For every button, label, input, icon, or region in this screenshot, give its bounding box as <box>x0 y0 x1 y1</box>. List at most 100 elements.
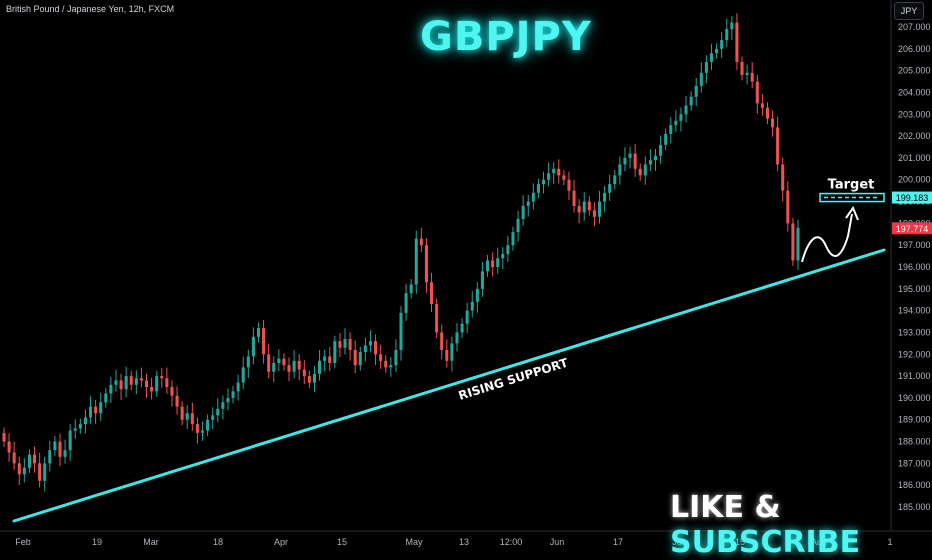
candle-body <box>618 164 622 176</box>
candle-body <box>267 354 271 372</box>
candle-body <box>638 168 642 176</box>
candle-body <box>150 387 154 392</box>
candle-body <box>88 406 93 418</box>
candle-body <box>796 227 800 261</box>
y-tick-label: 204.000 <box>898 87 931 97</box>
target-box <box>819 192 885 203</box>
candle-body <box>669 125 673 134</box>
candle-body <box>180 406 184 420</box>
candle-body <box>58 441 62 457</box>
candle-body <box>781 164 785 191</box>
x-tick-label: Jun <box>550 537 565 547</box>
candle-body <box>170 387 174 396</box>
currency-badge[interactable]: JPY <box>894 2 924 20</box>
candle-body <box>440 332 444 350</box>
candle-body <box>496 258 500 267</box>
y-tick-label: 195.000 <box>898 284 931 294</box>
candle-body <box>689 96 693 106</box>
candle-body <box>582 201 586 213</box>
candle-body <box>185 413 189 420</box>
candle-body <box>735 22 739 62</box>
candle-body <box>709 53 714 62</box>
y-tick-label: 185.000 <box>898 502 931 512</box>
candle-body <box>246 356 250 368</box>
candle-body <box>17 463 21 475</box>
candle-body <box>195 424 199 433</box>
projection-arrowhead <box>845 205 859 221</box>
target-label: Target <box>828 178 875 193</box>
y-tick-label: 191.000 <box>898 371 931 381</box>
candle-body <box>114 380 118 385</box>
x-tick-label: 15 <box>735 537 745 547</box>
candle-body <box>679 114 683 121</box>
candle-body <box>755 81 759 104</box>
candle-body <box>485 260 490 272</box>
candle-body <box>7 441 11 453</box>
candle-body <box>109 384 113 394</box>
candle-body <box>404 293 408 313</box>
candle-body <box>307 376 311 383</box>
candle-body <box>409 284 413 294</box>
candle-body <box>597 201 602 217</box>
candle-body <box>460 323 464 333</box>
candle-body <box>389 365 393 368</box>
candle-body <box>124 376 128 390</box>
candle-body <box>536 184 540 193</box>
candle-body <box>791 223 795 261</box>
candle-body <box>206 419 210 431</box>
y-tick-label: 194.000 <box>898 306 931 316</box>
candle-body <box>12 452 16 464</box>
candle-body <box>328 356 332 363</box>
candle-body <box>699 72 703 86</box>
candle-body <box>623 157 627 165</box>
candle-body <box>715 48 719 54</box>
candle-body <box>104 393 108 403</box>
candle-body <box>33 454 37 464</box>
candle-body <box>740 61 744 75</box>
candle-body <box>78 424 82 429</box>
candle-body <box>333 341 337 363</box>
candle-body <box>430 282 434 305</box>
x-tick-label: 19 <box>92 537 102 547</box>
candle-body <box>302 369 306 377</box>
candle-body <box>134 378 138 385</box>
candle-body <box>323 356 327 361</box>
candle-body <box>511 232 515 246</box>
candle-body <box>338 341 342 348</box>
candle-body <box>368 341 372 346</box>
candle-body <box>608 184 612 193</box>
x-tick-label: 13 <box>459 537 469 547</box>
y-tick-label: 188.000 <box>898 437 931 447</box>
x-tick-label: Aug <box>811 537 827 547</box>
candle-body <box>771 118 775 128</box>
y-tick-label: 190.000 <box>898 393 931 403</box>
candle-body <box>628 153 632 158</box>
candle-body <box>674 120 678 126</box>
x-tick-label: 15 <box>337 537 347 547</box>
candle-body <box>160 376 164 379</box>
candle-body <box>53 441 57 451</box>
y-tick-label: 192.000 <box>898 349 931 359</box>
candle-body <box>725 29 729 41</box>
x-tick-label: Feb <box>15 537 31 547</box>
candle-body <box>414 238 418 285</box>
y-tick-label: 196.000 <box>898 262 931 272</box>
candle-body <box>491 260 495 267</box>
candle-body <box>312 373 317 383</box>
target-price-text: 199.183 <box>896 193 929 203</box>
candle-body <box>786 190 790 224</box>
candle-body <box>526 201 530 206</box>
y-tick-label: 201.000 <box>898 153 931 163</box>
candle-body <box>501 253 505 259</box>
candle-body <box>475 288 479 302</box>
candle-body <box>175 395 179 407</box>
candle-body <box>165 378 169 387</box>
candle-body <box>684 105 688 115</box>
candle-body <box>562 175 566 180</box>
candle-body <box>552 168 556 174</box>
x-tick-label: Apr <box>274 537 288 547</box>
candle-body <box>379 354 383 361</box>
candle-body <box>38 463 42 481</box>
candle-body <box>262 328 266 355</box>
